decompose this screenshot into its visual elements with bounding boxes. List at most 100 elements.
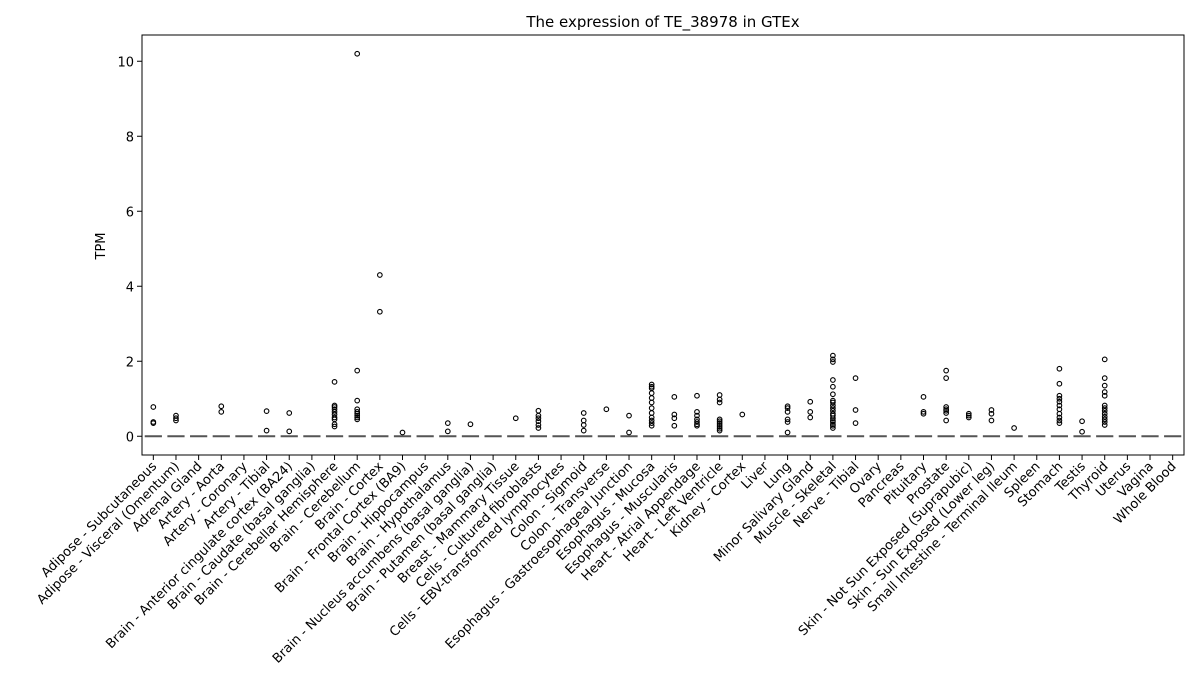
- outlier-point: [1056, 395, 1063, 402]
- outlier-point: [603, 406, 610, 413]
- outlier-point: [694, 392, 700, 399]
- outlier-point: [648, 381, 655, 388]
- outlier-point: [354, 410, 361, 417]
- outlier-point: [1101, 422, 1108, 428]
- outlier-point: [943, 375, 950, 381]
- outlier-point: [331, 406, 338, 413]
- outlier-point: [965, 414, 972, 421]
- outlier-point: [830, 391, 836, 398]
- outlier-point: [830, 359, 836, 365]
- outlier-point: [218, 409, 225, 415]
- outlier-point: [716, 425, 723, 432]
- outlier-point: [1056, 398, 1063, 405]
- outlier-point: [671, 422, 678, 429]
- outlier-point: [784, 403, 791, 410]
- outlier-point: [535, 425, 542, 431]
- outlier-point: [830, 422, 836, 429]
- outlier-point: [286, 410, 293, 416]
- outlier-point: [694, 409, 700, 415]
- outlier-point: [376, 308, 383, 315]
- outlier-point: [784, 409, 791, 415]
- outlier-point: [1056, 414, 1063, 421]
- outlier-point: [830, 419, 836, 425]
- outlier-point: [1101, 407, 1108, 414]
- outlier-point: [943, 417, 950, 424]
- outlier-point: [150, 420, 157, 426]
- outlier-point: [173, 417, 179, 424]
- outlier-point: [173, 415, 179, 422]
- outlier-point: [648, 422, 655, 429]
- outlier-point: [354, 414, 361, 421]
- outlier-point: [580, 417, 587, 424]
- outlier-point: [331, 414, 338, 421]
- outlier-point: [399, 429, 406, 436]
- outlier-point: [1056, 417, 1063, 424]
- outlier-point: [943, 407, 950, 414]
- outlier-point: [648, 417, 655, 424]
- outlier-point: [354, 416, 361, 423]
- outlier-point: [694, 422, 700, 429]
- outlier-point: [354, 409, 361, 415]
- outlier-point: [580, 422, 587, 428]
- outlier-point: [830, 425, 836, 431]
- outlier-point: [716, 416, 723, 423]
- outlier-point: [1101, 413, 1108, 420]
- outlier-point: [830, 402, 836, 409]
- outlier-point: [830, 356, 836, 363]
- outlier-point: [535, 412, 542, 419]
- outlier-point: [354, 412, 361, 419]
- outlier-point: [648, 414, 655, 421]
- outlier-point: [648, 390, 655, 396]
- y-tick-label: 0: [126, 430, 134, 445]
- outlier-point: [739, 411, 746, 418]
- outlier-point: [784, 429, 791, 436]
- outlier-point: [444, 420, 451, 426]
- outlier-point: [784, 416, 791, 423]
- outlier-point: [716, 424, 723, 430]
- outlier-point: [331, 379, 338, 385]
- y-tick-label: 6: [126, 205, 134, 220]
- outlier-point: [263, 427, 270, 434]
- outlier-point: [444, 428, 451, 435]
- outlier-point: [150, 404, 157, 410]
- outlier-point: [1101, 410, 1108, 417]
- outlier-point: [626, 412, 632, 419]
- outlier-point: [671, 411, 678, 418]
- outlier-point: [671, 394, 678, 400]
- outlier-point: [1056, 420, 1063, 426]
- outlier-point: [286, 428, 293, 435]
- outlier-point: [852, 420, 859, 426]
- outlier-point: [988, 417, 995, 424]
- outlier-point: [716, 420, 723, 426]
- outlier-point: [694, 412, 700, 419]
- outlier-point: [943, 367, 950, 374]
- outlier-point: [943, 404, 950, 410]
- y-tick-label: 4: [126, 280, 134, 295]
- outlier-point: [830, 399, 836, 406]
- outlier-point: [965, 410, 972, 417]
- outlier-point: [580, 427, 587, 434]
- y-tick-label: 2: [126, 355, 134, 370]
- outlier-point: [376, 272, 383, 278]
- outlier-point: [830, 383, 836, 390]
- chart-title: The expression of TE_38978 in GTEx: [525, 13, 799, 32]
- outlier-point: [1101, 419, 1108, 425]
- outlier-point: [830, 415, 836, 422]
- y-tick-label: 8: [126, 130, 134, 145]
- outlier-point: [716, 418, 723, 425]
- outlier-point: [716, 422, 723, 428]
- outlier-point: [1101, 382, 1108, 389]
- outlier-point: [716, 396, 723, 403]
- outlier-point: [535, 415, 542, 422]
- outlier-point: [1079, 418, 1085, 425]
- outlier-point: [988, 407, 995, 413]
- outlier-point: [1101, 416, 1108, 423]
- outlier-point: [648, 410, 655, 416]
- outlier-point: [535, 407, 542, 414]
- y-axis-label: TPM: [94, 233, 109, 261]
- outlier-point: [965, 412, 972, 419]
- outlier-point: [943, 410, 950, 416]
- outlier-point: [716, 399, 723, 406]
